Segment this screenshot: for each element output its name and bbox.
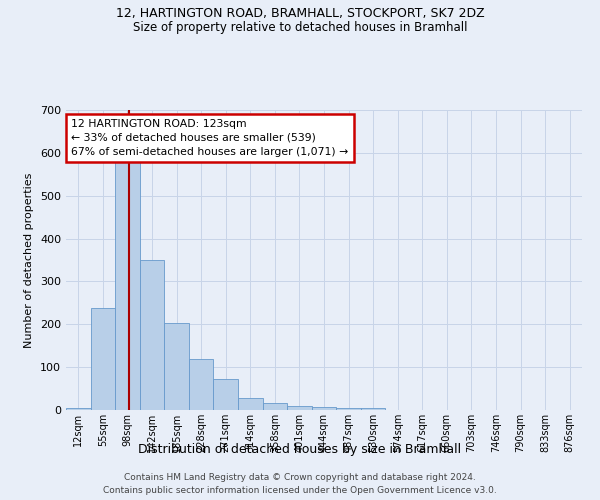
Y-axis label: Number of detached properties: Number of detached properties <box>25 172 34 348</box>
Bar <box>189 360 214 410</box>
Bar <box>115 157 140 410</box>
Bar <box>312 408 336 410</box>
Text: Contains HM Land Registry data © Crown copyright and database right 2024.: Contains HM Land Registry data © Crown c… <box>124 472 476 482</box>
Bar <box>238 398 263 410</box>
Text: 12, HARTINGTON ROAD, BRAMHALL, STOCKPORT, SK7 2DZ: 12, HARTINGTON ROAD, BRAMHALL, STOCKPORT… <box>116 8 484 20</box>
Text: Distribution of detached houses by size in Bramhall: Distribution of detached houses by size … <box>139 442 461 456</box>
Bar <box>164 323 189 410</box>
Text: 12 HARTINGTON ROAD: 123sqm
← 33% of detached houses are smaller (539)
67% of sem: 12 HARTINGTON ROAD: 123sqm ← 33% of deta… <box>71 119 349 157</box>
Text: Size of property relative to detached houses in Bramhall: Size of property relative to detached ho… <box>133 21 467 34</box>
Bar <box>91 308 115 410</box>
Bar <box>287 406 312 410</box>
Bar <box>263 402 287 410</box>
Bar <box>361 408 385 410</box>
Bar <box>140 260 164 410</box>
Bar <box>336 408 361 410</box>
Text: Contains public sector information licensed under the Open Government Licence v3: Contains public sector information licen… <box>103 486 497 495</box>
Bar <box>214 379 238 410</box>
Bar <box>66 408 91 410</box>
